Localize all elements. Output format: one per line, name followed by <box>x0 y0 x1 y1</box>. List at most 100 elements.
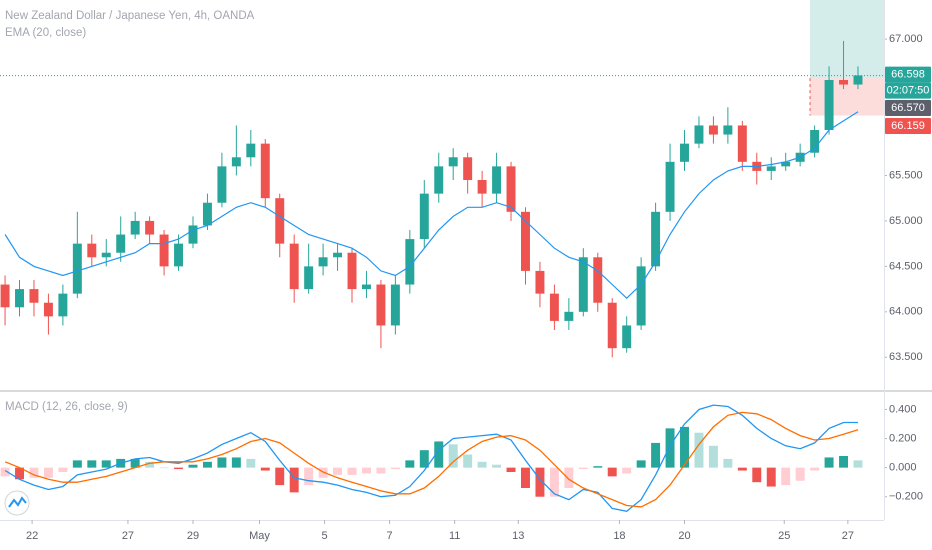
candle-body <box>564 311 574 321</box>
y-tick-label: 65.000 <box>889 215 923 227</box>
x-tick-label: 25 <box>778 530 790 542</box>
ema-line <box>4 111 859 300</box>
histogram-bar <box>665 428 675 468</box>
candle-body <box>174 243 184 267</box>
y-tick-label: 63.500 <box>889 351 923 363</box>
candle-body <box>419 193 429 240</box>
histogram-bar <box>188 464 198 468</box>
histogram-bar <box>43 467 53 478</box>
candle-body <box>708 125 718 135</box>
tradingview-logo[interactable] <box>4 490 30 516</box>
histogram-bar <box>737 467 747 471</box>
histogram-bar <box>492 464 502 468</box>
candle-body <box>622 325 632 349</box>
target-zone <box>810 0 884 79</box>
histogram-bar <box>795 467 805 481</box>
histogram-bar <box>231 457 241 468</box>
histogram-bar <box>651 442 661 468</box>
histogram-bar <box>622 467 632 474</box>
histogram-bar <box>101 460 111 468</box>
candle-body <box>29 289 39 303</box>
histogram-bar <box>766 467 776 487</box>
histogram-bar <box>145 461 155 468</box>
entry-price-label: 66.570 <box>891 102 925 114</box>
histogram-bar <box>174 467 184 470</box>
histogram-bar <box>477 461 487 468</box>
candle-body <box>15 289 24 308</box>
candle-body <box>43 302 53 317</box>
histogram-bar <box>521 467 530 488</box>
histogram-bar <box>289 467 299 493</box>
histogram-bar <box>549 467 559 497</box>
macd-legend: MACD (12, 26, close, 9) <box>5 401 128 413</box>
candle-body <box>694 125 704 144</box>
candle-body <box>130 220 140 235</box>
candle-body <box>781 161 791 167</box>
candle-body <box>839 80 849 85</box>
histogram-bar <box>839 456 849 468</box>
candle-body <box>578 257 588 312</box>
last-price-box <box>885 66 931 83</box>
histogram-bar <box>72 460 82 468</box>
countdown-label: 02:07:50 <box>887 85 930 97</box>
histogram-bar <box>318 467 328 478</box>
price-pane: 67.000 65.500 65.000 64.500 64.000 63.500 66.5… <box>0 0 931 363</box>
candle-body <box>448 157 458 167</box>
candle-body <box>275 198 285 244</box>
candle-body <box>477 180 487 194</box>
candle-body <box>665 161 675 212</box>
symbol-legend: New Zealand Dollar / Japanese Yen, 4h, O… <box>5 10 255 22</box>
ema-legend: EMA (20, close) <box>5 27 86 39</box>
x-tick-label: 27 <box>122 530 134 542</box>
x-tick-label: May <box>249 530 270 542</box>
candle-body <box>636 266 646 326</box>
histogram-bar <box>304 467 314 486</box>
histogram-bar <box>448 444 458 468</box>
candle-body <box>521 211 530 271</box>
candle-body <box>607 302 617 349</box>
histogram-bar <box>361 467 371 474</box>
histogram-bar <box>810 467 820 471</box>
histogram-bar <box>708 445 718 468</box>
histogram-bar <box>463 454 473 468</box>
histogram-bar <box>347 467 357 475</box>
histogram-bar <box>58 467 68 472</box>
candle-body <box>304 266 314 290</box>
candle-body <box>72 243 82 294</box>
x-tick-label: 22 <box>26 530 38 542</box>
candle-body <box>549 293 559 321</box>
y-tick-label: 0.000 <box>889 462 917 474</box>
histogram-bar <box>376 467 386 474</box>
candle-body <box>535 270 545 294</box>
candle-body <box>434 166 444 194</box>
histogram-bar <box>390 467 400 470</box>
candle-body <box>593 257 603 303</box>
histogram-bar <box>607 467 617 477</box>
histogram-bar <box>260 467 270 471</box>
candle-body <box>853 75 863 85</box>
histogram-bar <box>434 441 444 468</box>
countdown-box <box>885 82 931 99</box>
histogram-bar <box>0 467 10 477</box>
last-price-label: 66.598 <box>891 69 925 81</box>
candle-body <box>101 252 111 258</box>
x-tick-label: 5 <box>321 530 327 542</box>
candle-body <box>202 202 212 226</box>
histogram-bar <box>694 432 704 468</box>
candle-body <box>87 243 97 258</box>
candle-body <box>376 284 386 326</box>
candle-body <box>0 284 10 308</box>
candle-body <box>231 157 241 167</box>
histogram-bar <box>781 467 791 486</box>
candle-body <box>347 252 357 290</box>
histogram-bar <box>419 450 429 468</box>
x-tick-label: 7 <box>387 530 393 542</box>
candle-body <box>651 211 661 267</box>
x-tick-label: 13 <box>512 530 524 542</box>
y-tick-label: 65.500 <box>889 169 923 181</box>
candle-body <box>246 143 256 158</box>
histogram-bar <box>680 426 689 468</box>
histogram-bar <box>246 458 256 468</box>
candle-body <box>188 225 198 244</box>
y-tick-label: −0.200 <box>889 491 923 503</box>
